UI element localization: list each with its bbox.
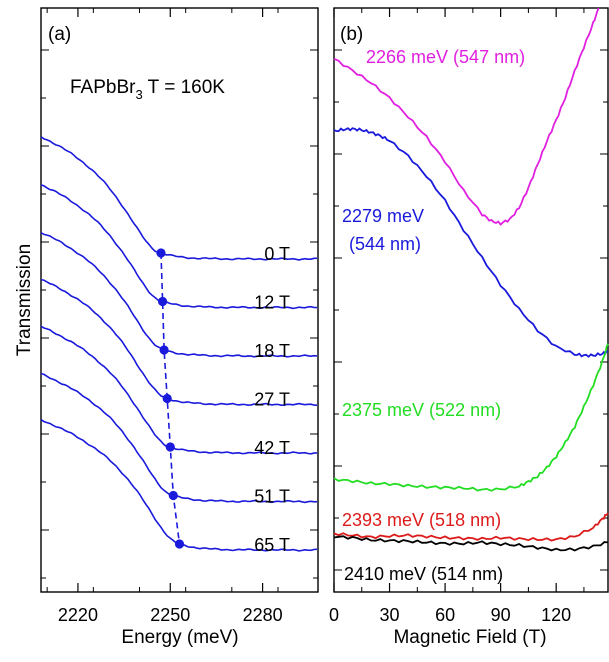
panel-a-transmission-curve (40, 136, 317, 261)
panel-b-series-label: 2375 meV (522 nm) (342, 400, 501, 420)
panel-b-series-label: (544 nm) (349, 234, 421, 254)
panel-b-x-tick-label: 120 (541, 605, 571, 625)
panel-a-transmission-curve (40, 232, 318, 358)
panel-b-series-line (333, 7, 600, 226)
annotation-base: FAPbBr (70, 77, 136, 98)
panel-b-series-label: 2279 meV (342, 206, 424, 226)
panel-b-x-axis-label: Magnetic Field (T) (393, 627, 546, 648)
panel-b-series-line (333, 343, 609, 492)
panel-a-edge-marker (156, 248, 166, 258)
panel-a-x-axis-label: Energy (meV) (121, 627, 238, 648)
panel-a-field-labels: 0 T 12 T 18 T 27 T 42 T 51 T 65 T (254, 244, 290, 555)
panel-b-x-tick-label: 90 (491, 605, 511, 625)
panel-a-curves (40, 136, 318, 552)
panel-a-edge-marker (158, 296, 168, 307)
panel-a: (a) FAPbBr3 T = 160K 2220 2250 2280 0 T 12 … (14, 7, 319, 648)
panel-a-field-label: 27 T (254, 390, 290, 410)
panel-a-edge-marker (162, 393, 172, 404)
panel-b-series-line (333, 512, 609, 542)
panel-b-label: (b) (340, 24, 363, 45)
sample-annotation: FAPbBr3 T = 160K (70, 77, 225, 102)
annotation-rest: T = 160K (143, 77, 226, 98)
panel-b-ticks: 0 30 60 90 120 (329, 8, 608, 625)
panel-a-transmission-curve (40, 184, 318, 310)
panel-a-frame (40, 7, 319, 593)
panel-a-transmission-curve (40, 372, 318, 504)
annotation-subscript: 3 (135, 87, 142, 102)
panel-a-edge-marker (165, 442, 175, 452)
panel-a-y-axis-label: Transmission (14, 244, 35, 356)
panel-a-x-tick-label: 2280 (243, 605, 283, 625)
panel-a-transmission-curve (40, 278, 318, 407)
panel-b-x-tick-label: 30 (380, 605, 400, 625)
panel-a-field-label: 18 T (254, 341, 290, 361)
panel-a-field-label: 12 T (254, 293, 290, 313)
panel-a-transmission-curve (40, 325, 318, 455)
panel-b: (b) 0 30 60 90 120 2266 meV (547 nm) 2279 meV… (329, 7, 609, 648)
panel-a-x-tick-label: 2220 (58, 605, 98, 625)
panel-a-field-label: 0 T (264, 244, 290, 264)
panel-b-frame (333, 7, 609, 593)
panel-a-field-label: 42 T (254, 438, 290, 458)
panel-a-x-tick-label: 2250 (150, 605, 190, 625)
panel-b-series-label: 2266 meV (547 nm) (366, 47, 525, 67)
panel-a-edge-marker (168, 490, 178, 501)
panel-a-field-label: 51 T (254, 487, 290, 507)
panel-a-edge-marker (159, 345, 169, 355)
panel-b-series-label: 2410 meV (514 nm) (344, 564, 503, 584)
panel-b-series-labels: 2266 meV (547 nm) 2279 meV (544 nm) 2375 me… (342, 47, 525, 584)
panel-b-x-tick-label: 0 (329, 605, 339, 625)
panel-b-series-label: 2393 meV (518 nm) (342, 510, 501, 530)
panel-a-field-label: 65 T (254, 535, 290, 555)
panel-a-edge-marker (174, 539, 185, 549)
panel-a-ticks: 2220 2250 2280 (41, 8, 318, 625)
panel-b-series-line (333, 535, 609, 552)
panel-b-series-line (333, 127, 608, 358)
panel-b-x-tick-label: 60 (435, 605, 455, 625)
panel-b-curves (333, 7, 609, 552)
panel-a-label: (a) (48, 24, 71, 45)
